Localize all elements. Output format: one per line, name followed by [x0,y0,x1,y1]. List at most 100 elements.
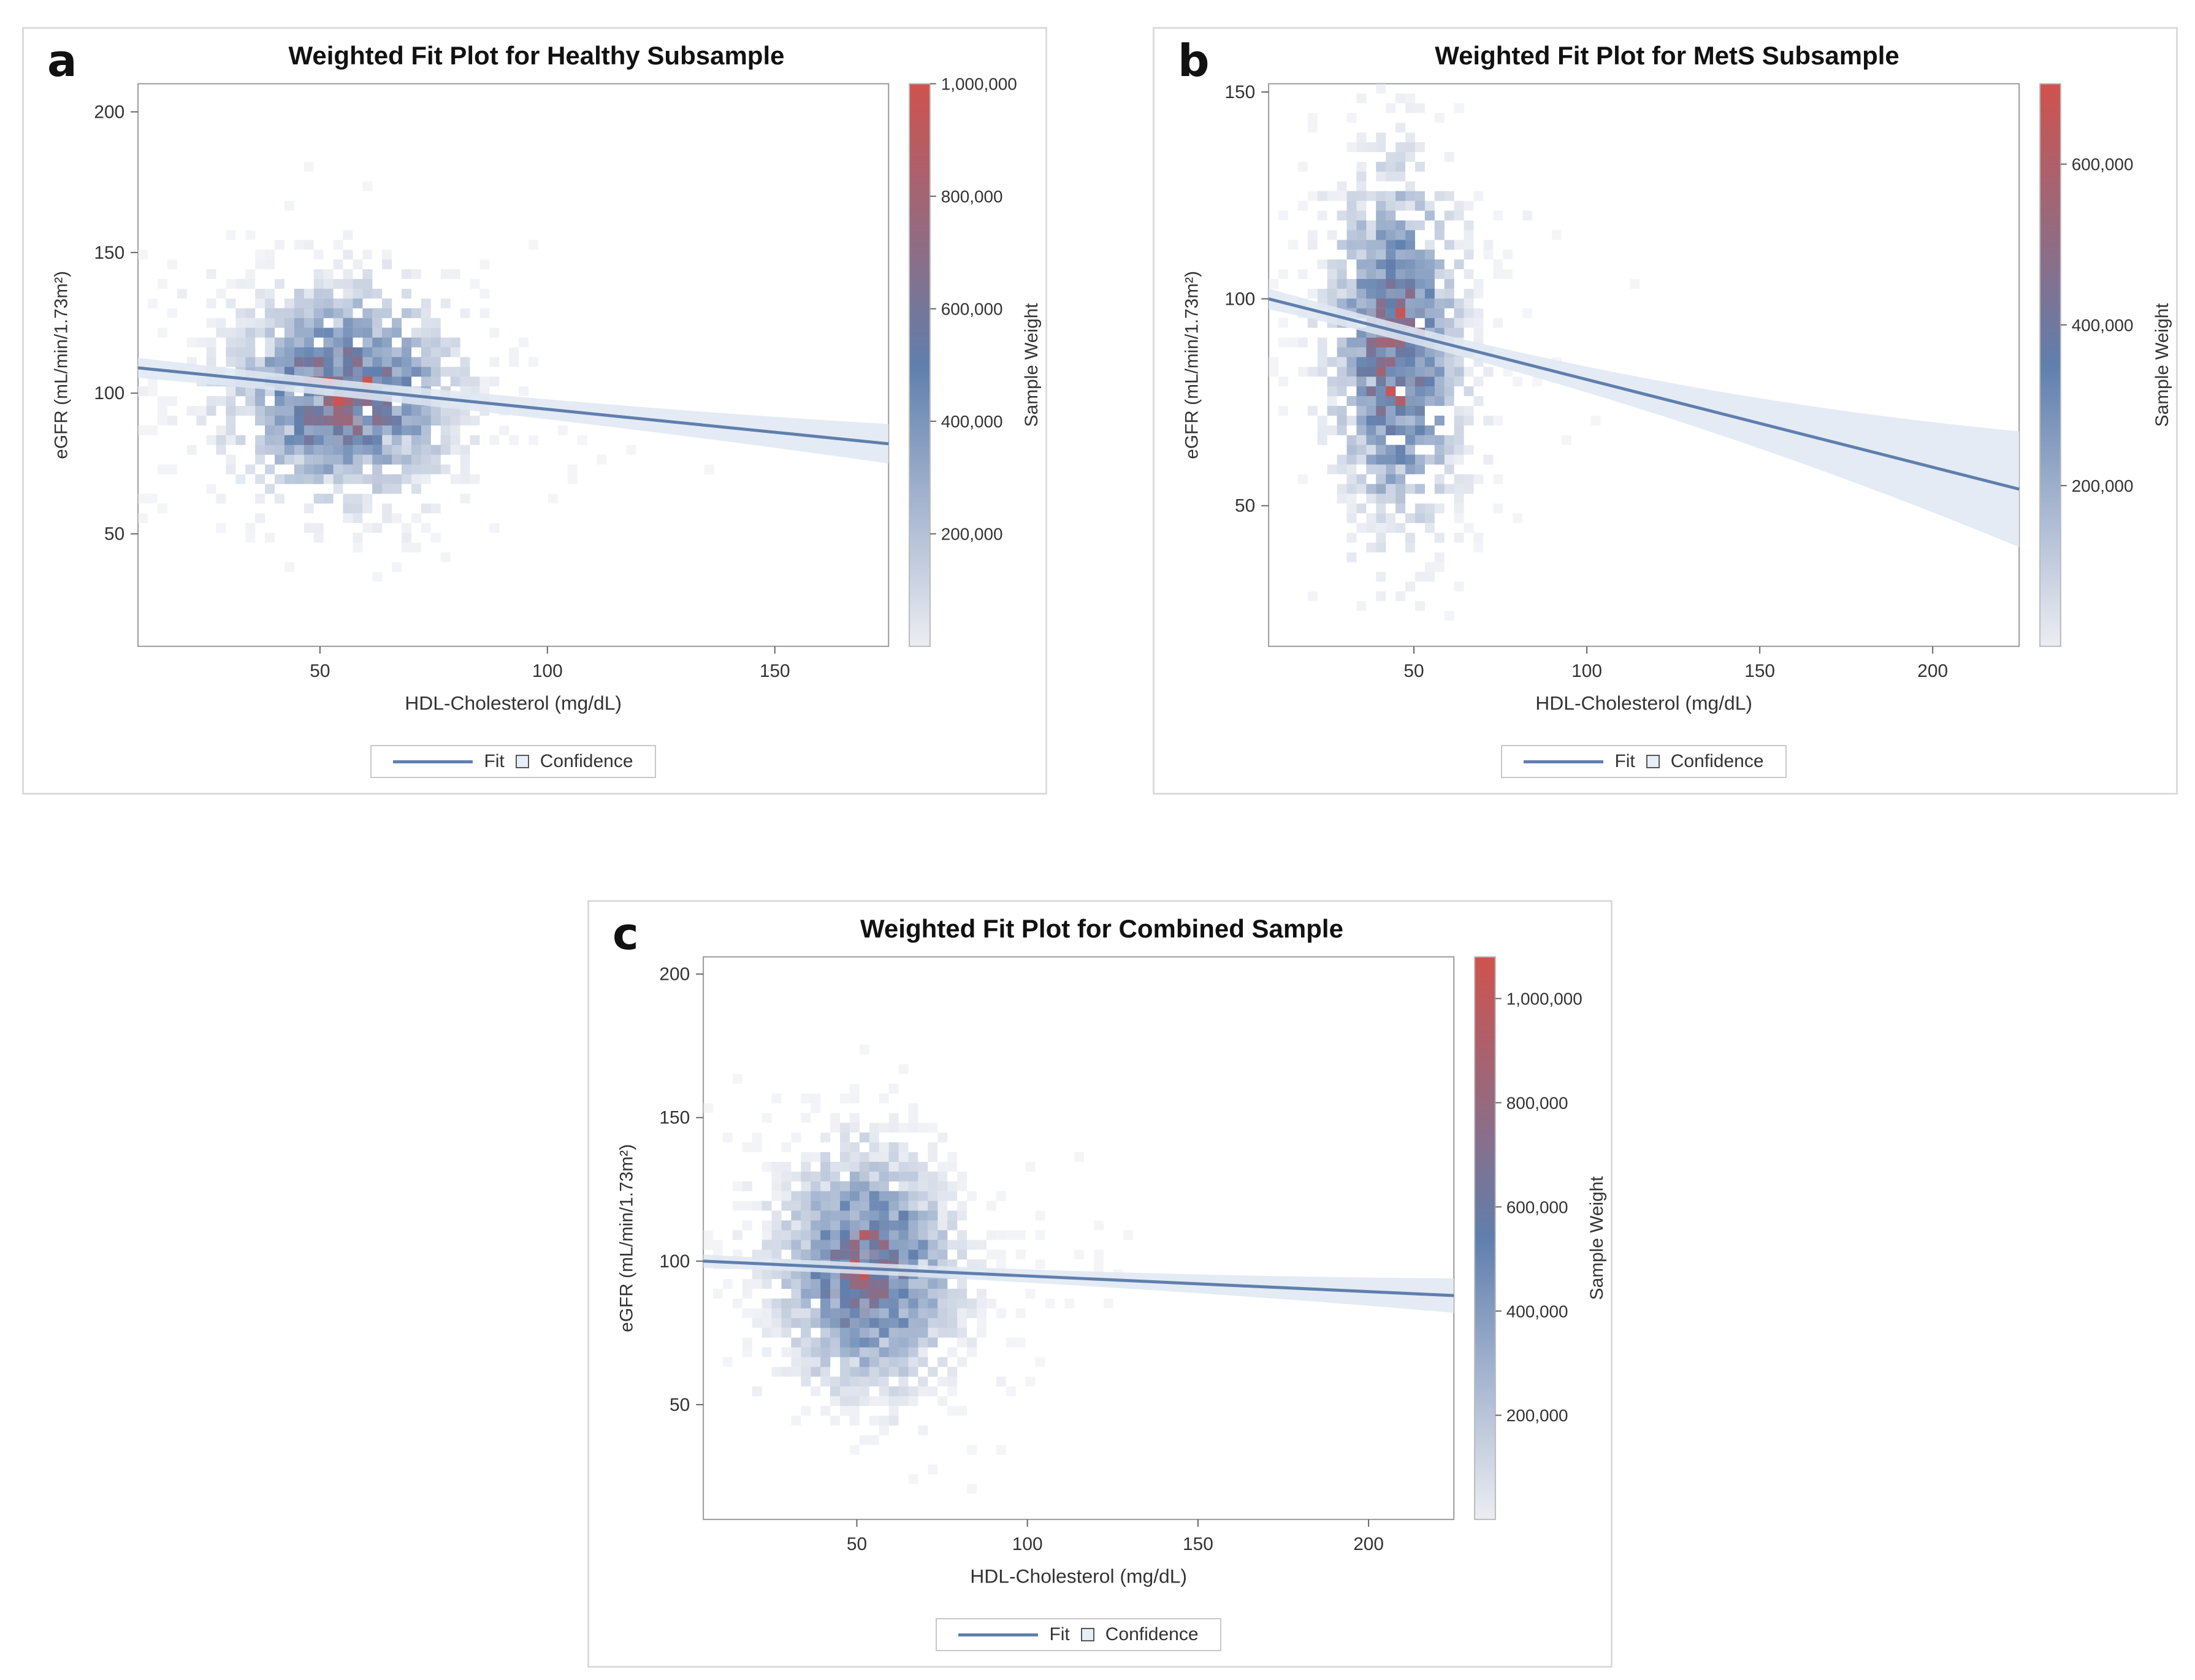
data-point [226,435,236,445]
data-point [265,288,275,299]
data-point [1346,445,1357,455]
data-point [529,240,538,250]
data-point [1356,425,1367,435]
data-point [1434,503,1445,514]
data-point [849,1210,860,1221]
data-point [1434,445,1445,455]
data-point [791,1171,801,1182]
data-point [265,406,275,416]
data-point [820,1201,831,1211]
data-point [1473,308,1484,318]
data-point [888,1288,899,1299]
data-point [265,425,275,435]
data-point [1434,562,1445,572]
data-point [1386,494,1396,504]
data-point [343,415,353,426]
x-tick-label: 50 [847,1534,867,1554]
data-point [313,250,324,260]
data-point [509,435,519,445]
data-point [1317,288,1327,299]
data-point [206,484,216,494]
data-point [1346,347,1357,357]
data-point [1444,367,1454,377]
data-point [811,1171,821,1182]
data-point [820,1210,831,1221]
data-point [801,1318,811,1328]
data-point [781,1367,792,1377]
data-point [1395,269,1406,280]
data-point [1386,367,1396,377]
data-point [313,464,324,475]
data-point [353,318,363,328]
data-point [801,1240,811,1250]
legend-fit-swatch [393,760,473,763]
data-point [294,298,304,308]
data-point [791,1279,801,1289]
data-point [1327,464,1337,475]
data-point [781,1279,792,1289]
data-point [1551,230,1562,240]
data-point [265,464,275,475]
colorbar [909,83,931,647]
data-point [1395,152,1406,162]
data-point [1395,230,1406,240]
data-point [177,288,187,299]
data-point [313,327,324,338]
data-point [1386,171,1396,181]
data-point [1356,347,1367,357]
data-point [1386,415,1396,426]
data-point [781,1269,792,1280]
data-point [908,1474,918,1484]
data-point [430,337,441,348]
data-point [226,454,236,465]
data-point [869,1435,879,1445]
data-point [167,464,177,475]
data-point [820,1406,831,1416]
data-point [557,425,568,435]
data-point [284,357,294,367]
data-point [801,1337,811,1348]
data-point [849,1318,860,1328]
data-point [928,1386,938,1397]
data-point [284,200,294,211]
data-point [1444,464,1454,475]
data-point [820,1279,831,1289]
data-point [859,1396,869,1407]
data-point [879,1142,889,1153]
data-point [1424,288,1435,299]
data-point [1386,220,1396,231]
data-point [245,308,256,318]
data-point [372,435,383,445]
data-point [226,425,236,435]
data-point [801,1327,811,1338]
data-point [1424,279,1435,289]
chart-panel-b: b Weighted Fit Plot for MetS Subsample 5… [1153,27,2178,795]
data-point [235,406,246,416]
data-point [196,406,207,416]
data-point [402,533,411,543]
data-point [957,1210,968,1221]
data-point [265,250,275,260]
data-point [323,494,334,504]
data-point [440,552,451,562]
data-point [1386,337,1396,348]
data-point [294,435,304,445]
data-point [879,1367,889,1377]
data-point [402,288,411,299]
data-point [771,1298,782,1308]
data-point [1405,269,1415,280]
data-point [284,435,294,445]
data-point [489,523,500,533]
panel-label: a [47,35,77,86]
data-point [148,386,158,397]
data-point [275,318,284,328]
data-point [937,1161,948,1172]
data-point [1317,435,1327,445]
data-point [1327,279,1337,289]
data-point [928,1318,938,1328]
data-point [1307,367,1318,377]
data-point [402,425,411,435]
data-point [1414,200,1425,211]
data-point [908,1103,918,1113]
